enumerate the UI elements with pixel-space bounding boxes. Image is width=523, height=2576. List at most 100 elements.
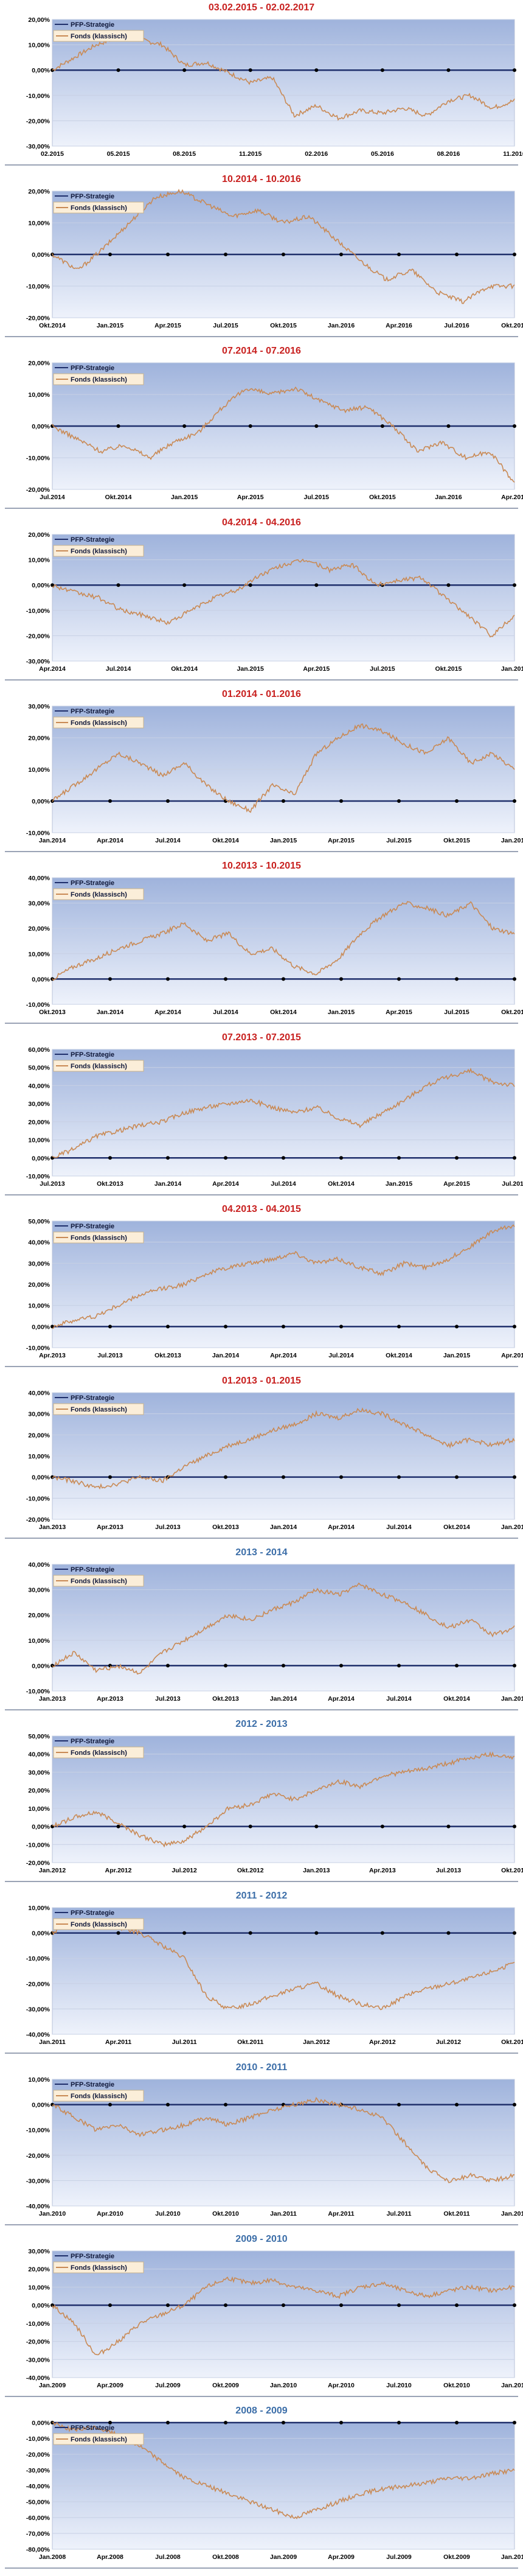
y-tick-label: -10,00% bbox=[26, 830, 50, 837]
x-tick-marker bbox=[513, 68, 516, 72]
y-tick-label: 0,00% bbox=[32, 2102, 50, 2109]
fonds-klassisch-line bbox=[52, 2276, 515, 2356]
legend-label-pfp: PFP-Strategie bbox=[71, 365, 114, 372]
legend-label-pfp: PFP-Strategie bbox=[71, 2253, 114, 2260]
y-tick-label: -40,00% bbox=[26, 2483, 50, 2490]
x-tick-label: Okt.2012 bbox=[237, 1867, 264, 1874]
y-tick-label: 40,00% bbox=[28, 875, 50, 882]
y-tick-label: -10,00% bbox=[26, 1001, 50, 1009]
x-tick-label: 05.2015 bbox=[107, 150, 130, 158]
chart-panel: 07.2014 - 07.2016 20,00% 10,00% 0,00% -10,00… bbox=[5, 343, 523, 509]
x-tick-marker bbox=[224, 2303, 227, 2308]
legend-label-pfp: PFP-Strategie bbox=[71, 2081, 114, 2088]
legend-label-fonds: Fonds (klassisch) bbox=[71, 2264, 127, 2272]
fonds-klassisch-line bbox=[52, 189, 515, 304]
y-tick-label: -30,00% bbox=[26, 2356, 50, 2364]
x-tick-label: Okt.2009 bbox=[212, 2382, 239, 2389]
x-tick-label: Okt.2015 bbox=[501, 1009, 523, 1016]
y-tick-label: 0,00% bbox=[32, 1474, 50, 1482]
legend-label-fonds: Fonds (klassisch) bbox=[71, 2093, 127, 2100]
y-tick-label: 10,00% bbox=[28, 1637, 50, 1645]
x-tick-marker bbox=[513, 424, 516, 428]
y-tick-label: -20,00% bbox=[26, 2339, 50, 2346]
x-tick-marker bbox=[108, 2102, 112, 2107]
x-tick-marker bbox=[248, 583, 252, 587]
y-tick-label: 10,00% bbox=[28, 1453, 50, 1460]
y-tick-label: -20,00% bbox=[26, 2152, 50, 2160]
y-tick-label: -10,00% bbox=[26, 1345, 50, 1352]
x-tick-label: Apr.2013 bbox=[369, 1867, 396, 1874]
y-tick-label: -10,00% bbox=[26, 2127, 50, 2134]
fonds-klassisch-line bbox=[52, 1224, 515, 1329]
legend-label-pfp: PFP-Strategie bbox=[71, 1051, 114, 1059]
chart-title: 07.2014 - 07.2016 bbox=[222, 346, 301, 356]
legend-box-fonds bbox=[53, 373, 144, 385]
x-tick-label: Jul.2014 bbox=[386, 1524, 412, 1531]
x-tick-label: Apr.2014 bbox=[97, 837, 123, 844]
x-tick-marker bbox=[455, 1664, 459, 1668]
chart-panel: 2008 - 2009 0,00% -10,00% -20,00% -30,00% -40… bbox=[5, 2403, 523, 2569]
y-tick-label: 10,00% bbox=[28, 1805, 50, 1813]
x-tick-label: Okt.2008 bbox=[212, 2553, 239, 2561]
x-tick-label: Apr.2009 bbox=[328, 2553, 355, 2561]
y-tick-label: -10,00% bbox=[26, 93, 50, 100]
y-tick-label: -30,00% bbox=[26, 658, 50, 665]
x-tick-marker bbox=[116, 68, 120, 72]
x-tick-marker bbox=[166, 799, 170, 803]
x-tick-label: Apr.2011 bbox=[328, 2210, 354, 2217]
x-tick-marker bbox=[446, 583, 451, 587]
legend: PFP-Strategie Fonds (klassisch) bbox=[53, 1395, 144, 1415]
x-tick-marker bbox=[455, 2421, 459, 2424]
x-tick-label: Jul.2013 bbox=[155, 1695, 181, 1703]
y-tick-label: -10,00% bbox=[26, 455, 50, 462]
x-tick-marker bbox=[166, 977, 170, 981]
y-tick-label: 40,00% bbox=[28, 1082, 50, 1090]
x-tick-marker bbox=[282, 2421, 285, 2424]
y-tick-label: 20,00% bbox=[28, 735, 50, 742]
legend-label-fonds: Fonds (klassisch) bbox=[71, 1749, 127, 1757]
legend-box-fonds bbox=[53, 1060, 144, 1072]
x-tick-label: Apr.2015 bbox=[303, 665, 330, 673]
fonds-klassisch-line bbox=[52, 1067, 515, 1158]
x-tick-marker bbox=[248, 1931, 252, 1935]
x-tick-marker bbox=[455, 977, 459, 981]
x-tick-marker bbox=[224, 2102, 227, 2107]
x-tick-label: Jan.2010 bbox=[39, 2210, 66, 2217]
chart-svg: 30,00% 20,00% 10,00% 0,00% -10,00%Jan.2014 Ap… bbox=[26, 703, 523, 844]
x-tick-marker bbox=[224, 2421, 227, 2424]
x-tick-marker bbox=[166, 2102, 170, 2107]
legend: PFP-Strategie Fonds (klassisch) bbox=[53, 2081, 144, 2102]
x-tick-label: Jan.2013 bbox=[39, 1695, 66, 1703]
x-tick-marker bbox=[182, 1931, 187, 1935]
x-tick-label: 08.2015 bbox=[173, 150, 196, 158]
chart-panel: 2013 - 2014 40,00% 30,00% 20,00% 10,00% 0,00%… bbox=[5, 1545, 523, 1710]
x-tick-label: Jul.2010 bbox=[155, 2210, 181, 2217]
chart-title: 2011 - 2012 bbox=[235, 1891, 288, 1901]
x-tick-label: Jan.2009 bbox=[39, 2382, 66, 2389]
x-tick-marker bbox=[380, 68, 384, 72]
legend-label-pfp: PFP-Strategie bbox=[71, 2424, 114, 2432]
legend-label-fonds: Fonds (klassisch) bbox=[71, 376, 127, 383]
x-tick-marker bbox=[513, 1475, 516, 1479]
y-tick-label: 10,00% bbox=[28, 2076, 50, 2084]
y-tick-label: 40,00% bbox=[28, 1390, 50, 1397]
x-tick-label: Apr.2013 bbox=[97, 1695, 123, 1703]
chart-svg: 0,00% -10,00% -20,00% -30,00% -40,00% -50,00%… bbox=[26, 2420, 523, 2561]
y-tick-label: 0,00% bbox=[32, 1662, 50, 1670]
y-tick-label: 10,00% bbox=[28, 1137, 50, 1144]
legend-label-pfp: PFP-Strategie bbox=[71, 1909, 114, 1917]
y-tick-label: 20,00% bbox=[28, 360, 50, 367]
x-tick-marker bbox=[446, 68, 451, 72]
x-tick-label: Jan.2011 bbox=[270, 2210, 297, 2217]
legend: PFP-Strategie Fonds (klassisch) bbox=[53, 365, 144, 385]
x-tick-label: Apr.2013 bbox=[39, 1352, 66, 1359]
y-tick-label: 30,00% bbox=[28, 1101, 50, 1108]
x-tick-label: Jan.2011 bbox=[501, 2382, 523, 2389]
x-tick-marker bbox=[224, 1475, 227, 1479]
x-tick-label: Jan.2014 bbox=[97, 1009, 124, 1016]
x-tick-marker bbox=[166, 1664, 170, 1668]
x-tick-label: Jan.2016 bbox=[435, 494, 462, 501]
x-tick-marker bbox=[282, 1325, 285, 1329]
x-tick-label: Apr.2012 bbox=[105, 1867, 132, 1874]
x-tick-label: Jul.2014 bbox=[213, 1009, 238, 1016]
